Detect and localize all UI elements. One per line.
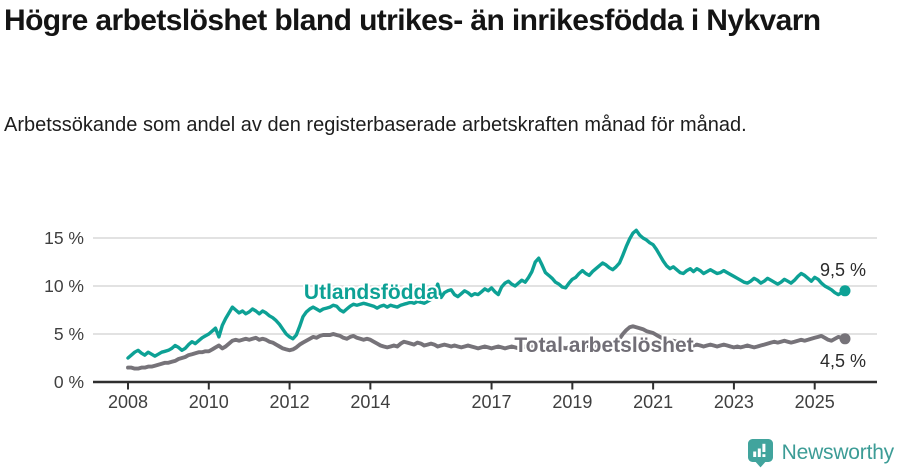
chart-title: Högre arbetslöshet bland utrikes- än inr… xyxy=(4,4,821,37)
x-tick-label: 2008 xyxy=(108,392,148,412)
newsworthy-logo-text: Newsworthy xyxy=(781,441,895,464)
x-tick-label: 2012 xyxy=(270,392,310,412)
newsworthy-logo-icon xyxy=(747,439,773,468)
newsworthy-logo: Newsworthy xyxy=(747,437,894,469)
chart-subtitle: Arbetssökande som andel av den registerb… xyxy=(4,114,747,136)
series-inline-label: Total arbetslöshet xyxy=(514,334,693,357)
series-end-value-label: 4,5 % xyxy=(820,351,866,371)
y-tick-label: 5 % xyxy=(54,324,84,344)
series-annotations-total-arbetsloshet: Total arbetslöshet 4,5 % xyxy=(512,332,866,371)
unemployment-line-chart: 0 %5 %10 %15 %2008 2010 2012 2014 2017 2019 20… xyxy=(44,228,877,412)
series-end-value-label: 9,5 % xyxy=(820,260,866,280)
y-tick-label: 0 % xyxy=(54,372,84,392)
series-annotations-utlandsfodda: Utlandsfödda 9,5 % xyxy=(302,260,866,306)
y-axis-labels: 0 % 5 % 10 % 15 % xyxy=(44,228,84,392)
y-tick-label: 10 % xyxy=(44,276,84,296)
y-tick-label: 15 % xyxy=(44,228,84,248)
series-line xyxy=(126,228,847,360)
series-line xyxy=(126,324,847,371)
x-tick-label: 2023 xyxy=(714,392,754,412)
series-total-arbetsloshet xyxy=(126,324,847,371)
x-tick-label: 2021 xyxy=(633,392,673,412)
x-tick-label: 2025 xyxy=(795,392,835,412)
x-tick-label: 2019 xyxy=(552,392,592,412)
series-inline-label: Utlandsfödda xyxy=(304,281,438,304)
x-tick-label: 2014 xyxy=(350,392,390,412)
series-utlandsfodda xyxy=(126,228,847,360)
series-end-dot xyxy=(839,285,851,297)
y-gridlines xyxy=(93,237,877,335)
x-tick-label: 2010 xyxy=(189,392,229,412)
x-axis-ticks: 2008 2010 2012 2014 2017 2019 2021 2023 2025 xyxy=(108,382,835,412)
series-end-dot xyxy=(839,333,851,345)
x-tick-label: 2017 xyxy=(472,392,512,412)
